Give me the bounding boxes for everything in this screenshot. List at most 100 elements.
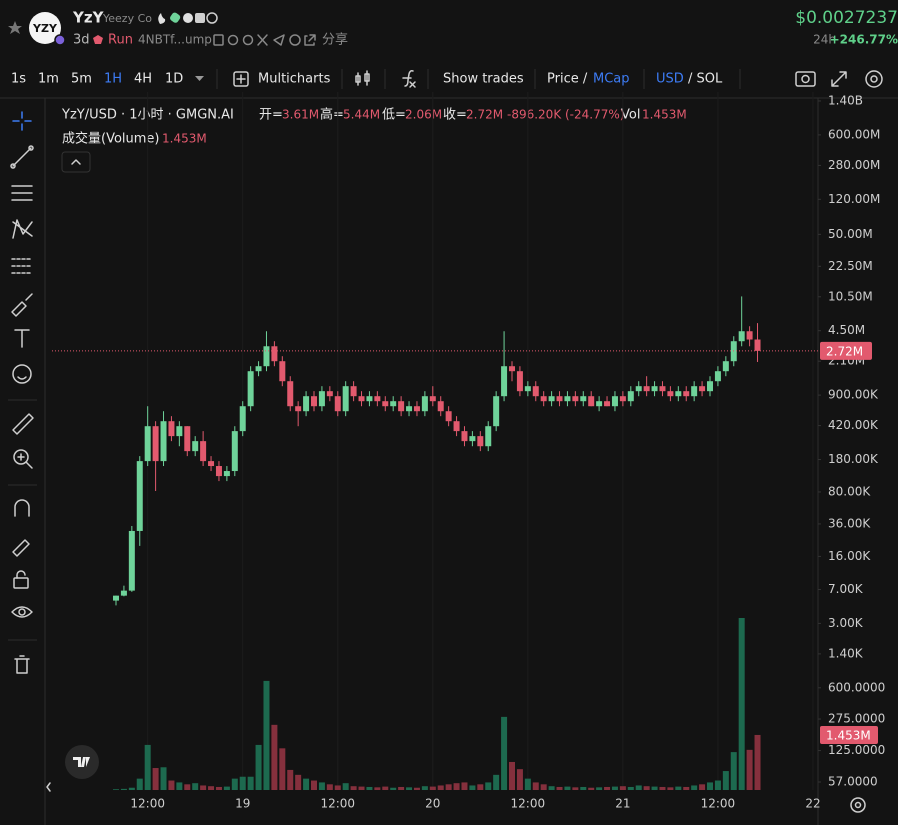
candle-body — [176, 426, 183, 437]
y-tick-label: 4.50M — [828, 323, 865, 337]
multicharts-icon[interactable] — [233, 71, 249, 87]
collapse-legend[interactable] — [61, 151, 91, 173]
candle-body — [532, 386, 539, 397]
volume-bar — [635, 785, 642, 790]
candle-body — [477, 436, 484, 447]
candle-body — [231, 431, 238, 472]
volume-bar — [184, 784, 191, 790]
volume-bar — [128, 787, 135, 790]
candle-body — [548, 396, 555, 402]
interval-button[interactable]: 1s — [11, 72, 26, 87]
volume-bar — [619, 786, 626, 790]
interval-bar: 1s 1m 5m 1H 4H 1D — [11, 72, 183, 87]
candle-body — [200, 441, 207, 462]
volume-bar — [215, 786, 222, 790]
multicharts-icon[interactable] — [236, 74, 246, 84]
candle-body — [714, 371, 721, 382]
favorite-star[interactable] — [8, 21, 22, 34]
candle-body — [461, 431, 468, 442]
candle-body — [255, 366, 262, 372]
volume-bar — [152, 768, 159, 790]
interval-button[interactable]: 1H — [104, 72, 122, 87]
y-tick-label: 600.00M — [828, 127, 880, 141]
candle-body — [516, 371, 523, 392]
currency-usd[interactable]: USD — [656, 72, 684, 87]
candle-body — [596, 401, 603, 407]
chart-type-icon[interactable] — [355, 70, 370, 86]
interval-button[interactable]: 1D — [165, 72, 183, 87]
candle-body — [445, 411, 452, 422]
volume-bar — [722, 771, 729, 790]
x-tick-label: 12:00 — [511, 797, 546, 811]
volume-bar — [334, 785, 341, 790]
multicharts-button[interactable]: Multicharts — [258, 72, 331, 87]
interval-button[interactable]: 1m — [38, 72, 59, 87]
candle-body — [136, 461, 143, 531]
axis-settings[interactable] — [854, 801, 862, 809]
volume-bar — [239, 776, 246, 790]
volume-bar — [730, 752, 737, 790]
share-button[interactable]: 分享 — [322, 32, 348, 48]
candle-body — [271, 346, 278, 362]
volume-bar — [643, 786, 650, 790]
token-age: 3d — [73, 33, 90, 48]
show-trades-button[interactable]: Show trades — [443, 72, 524, 87]
volume-bar — [754, 734, 761, 790]
candle-body — [453, 421, 460, 432]
volume-bar — [524, 778, 531, 790]
candle-body — [390, 401, 397, 407]
candle-body — [358, 396, 365, 402]
volume-legend-name: 成交量(Volume) — [62, 131, 160, 147]
volume-bar — [485, 782, 492, 790]
volume-bar — [429, 786, 436, 790]
volume-bar — [231, 778, 238, 790]
volume-bar — [168, 780, 175, 790]
candle-body — [667, 391, 674, 397]
link-icons[interactable] — [213, 34, 316, 46]
currency-sol[interactable]: / SOL — [688, 72, 723, 87]
x-tick-label: 21 — [615, 797, 630, 811]
interval-dropdown[interactable] — [195, 76, 204, 81]
volume-bar — [247, 776, 254, 790]
volume-bar — [675, 786, 682, 790]
volume-bar — [398, 786, 405, 790]
token-address[interactable]: 4NBTf...ump — [138, 33, 212, 47]
candle-body — [437, 401, 444, 412]
candle-body — [564, 396, 571, 402]
axis-settings[interactable] — [850, 797, 866, 813]
interval-button[interactable]: 5m — [71, 72, 92, 87]
candle-body — [469, 436, 476, 442]
volume-bar — [318, 782, 325, 790]
collapse-icon[interactable] — [71, 159, 81, 165]
mcap-mode[interactable]: MCap — [593, 72, 630, 87]
volume-bar — [120, 788, 127, 790]
indicators-icon[interactable] — [402, 70, 416, 88]
volume-bar — [437, 785, 444, 790]
candle-body — [120, 590, 127, 596]
drawing-tools[interactable] — [10, 111, 34, 674]
y-tick-label: 420.00K — [828, 418, 879, 432]
volume-bar — [223, 786, 230, 790]
legend-field-value: 3.61M — [282, 108, 319, 122]
legend-field-value: 5.44M — [343, 108, 380, 122]
x-tick-label: 19 — [235, 797, 250, 811]
scroll-left[interactable] — [46, 782, 51, 792]
candle-body — [128, 530, 135, 591]
interval-button[interactable]: 4H — [134, 72, 152, 87]
volume-bar — [588, 787, 595, 790]
candle-body — [374, 396, 381, 402]
candle-body — [279, 361, 286, 382]
candle-body — [295, 406, 302, 412]
volume-bar — [279, 748, 286, 790]
volume-bar — [683, 786, 690, 790]
price-change: +246.77% — [830, 33, 898, 47]
y-tick-label: 120.00M — [828, 192, 880, 206]
candle-body — [398, 401, 405, 412]
tradingview-logo[interactable] — [73, 757, 90, 767]
toolbar-actions[interactable] — [795, 70, 883, 88]
candle-body — [485, 426, 492, 447]
badge — [54, 34, 66, 46]
price-mode[interactable]: Price / — [547, 72, 588, 87]
candle-body — [113, 595, 119, 601]
candle-body — [429, 396, 436, 402]
